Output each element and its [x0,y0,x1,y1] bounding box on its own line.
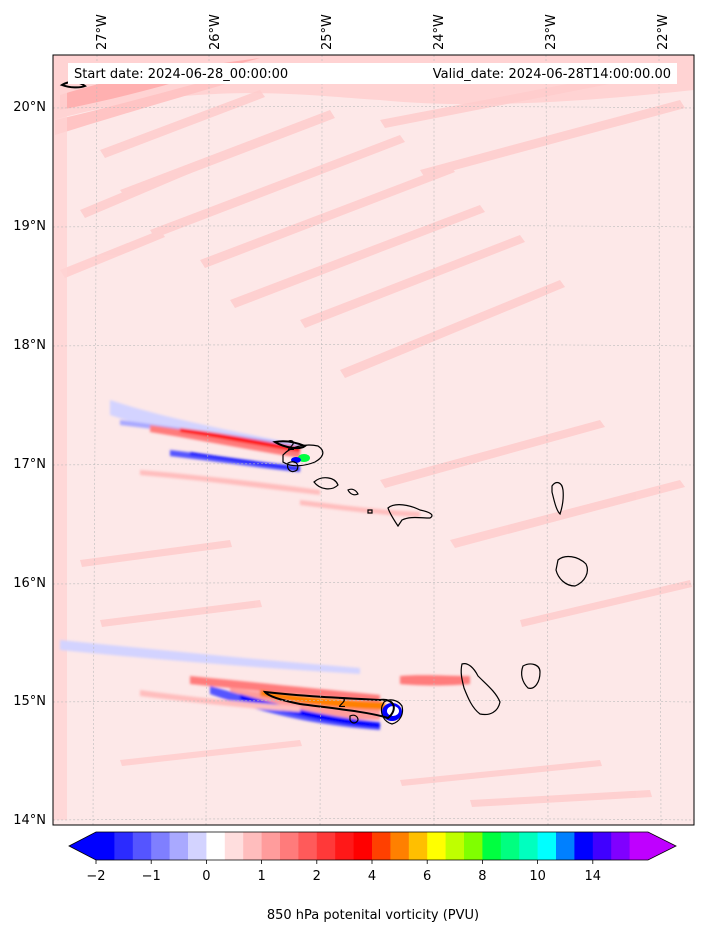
colorbar-swatch [298,832,318,860]
island-branco [347,488,359,496]
island-raso [367,509,373,514]
colorbar-tick-label: −1 [142,869,161,884]
colorbar-under-arrow [69,832,96,860]
island-coastlines [282,444,588,725]
colorbar: −2 −1 0 1 2 4 6 8 10 14 [68,831,677,884]
pv-field: 2 2 [53,55,694,825]
colorbar-over-arrow [648,832,676,860]
lon-label-25w: 25°W [320,14,335,50]
colorbar-swatch [224,832,244,860]
colorbar-tick-label: 14 [585,869,602,884]
colorbar-tick-label: 0 [202,869,210,884]
colorbar-swatch [353,832,373,860]
pv-left-strip [53,80,67,820]
colorbar-swatch [243,832,263,860]
island-santa-luzia [313,477,339,490]
colorbar-swatch [206,832,226,860]
island-boa-vista [555,555,588,587]
colorbar-tick-label: 8 [478,869,486,884]
colorbar-swatch [372,832,391,860]
lon-label-26w: 26°W [208,14,223,50]
colorbar-swatch [464,832,483,860]
lat-label-19n: 19°N [13,219,46,234]
pv-wake-north [110,400,420,517]
colorbar-tick-label: −2 [86,869,105,884]
colorbar-swatch [408,832,428,860]
colorbar-swatch [280,832,299,860]
colorbar-swatch [335,832,355,860]
colorbar-swatch [500,832,520,860]
pv-wave-streaks [60,70,692,807]
lat-label-20n: 20°N [13,100,46,115]
lat-label-18n: 18°N [13,338,46,353]
colorbar-swatch [316,832,336,860]
lon-label-23w: 23°W [544,14,559,50]
start-date-label: Start date: 2024-06-28_00:00:00 [74,67,288,82]
colorbar-tick-label: 2 [313,869,321,884]
island-brava [349,714,359,724]
colorbar-swatch [151,832,171,860]
lat-label-15n: 15°N [13,694,46,709]
colorbar-swatch [261,832,281,860]
island-santiago [460,663,501,716]
lon-label-27w: 27°W [95,14,110,50]
colorbar-swatch [390,832,410,860]
colorbar-swatch [611,832,631,860]
lat-label-14n: 14°N [13,813,46,828]
lat-label-17n: 17°N [13,457,46,472]
island-maio [521,663,541,689]
island-santo-antao [282,444,324,467]
colorbar-swatch [574,832,594,860]
colorbar-swatch [592,832,612,860]
colorbar-swatch [188,832,207,860]
longitude-labels: 27°W 26°W 25°W 24°W 23°W 22°W [95,14,671,50]
island-sao-vicente [287,461,299,473]
colorbar-swatch [427,832,447,860]
colorbar-tick-label: 1 [257,869,265,884]
latitude-labels: 20°N 19°N 18°N 17°N 16°N 15°N 14°N [13,100,46,828]
colorbar-swatch [169,832,189,860]
colorbar-tick-label: 10 [529,869,546,884]
map-frame [52,54,695,826]
colorbar-label: 850 hPa potenital vorticity (PVU) [267,908,479,923]
colorbar-swatch [519,832,539,860]
colorbar-swatch [556,832,575,860]
colorbar-tick-label: 4 [368,869,376,884]
colorbar-swatch [96,832,115,860]
island-fogo [380,699,404,725]
colorbar-swatch [114,832,134,860]
colorbar-swatch [537,832,557,860]
colorbar-swatch [132,832,152,860]
island-sal [551,481,564,516]
lat-label-16n: 16°N [13,576,46,591]
pv-north-streak-2 [55,75,240,135]
colorbar-swatch [629,832,649,860]
colorbar-tick-label: 6 [423,869,431,884]
colorbar-ticks: −2 −1 0 1 2 4 6 8 10 14 [86,860,601,884]
colorbar-swatches [96,832,649,860]
island-sao-nicolau [387,504,433,528]
info-box [68,63,677,84]
contour-label-north: 2 [287,439,295,454]
lon-label-24w: 24°W [432,14,447,50]
valid-date-label: Valid_date: 2024-06-28T14:00:00.00 [433,67,671,82]
lon-label-22w: 22°W [656,14,671,50]
contour-label-south: 2 [338,696,346,711]
colorbar-swatch [445,832,465,860]
colorbar-swatch [482,832,502,860]
